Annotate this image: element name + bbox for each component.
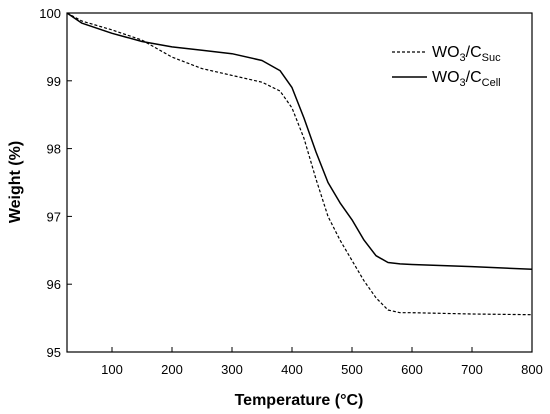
legend: WO3/CSuc WO3/CCell: [392, 44, 501, 89]
series-line-cell: [66, 12, 533, 271]
x-tick-label: 800: [521, 362, 543, 377]
y-tick-label: 100: [39, 6, 61, 21]
x-tick-label: 200: [161, 362, 183, 377]
ticks: 100 200 300 400 500 600 700 800 95 96 97 98 99 100: [39, 6, 543, 377]
x-tick-label: 700: [461, 362, 483, 377]
x-tick-label: 300: [221, 362, 243, 377]
legend-label-cell: WO3/CCell: [432, 69, 501, 89]
x-tick-label: 100: [101, 362, 123, 377]
x-tick-label: 600: [401, 362, 423, 377]
y-tick-label: 96: [47, 277, 61, 292]
series-line-suc: [66, 12, 533, 316]
legend-label-suc: WO3/CSuc: [432, 44, 501, 64]
x-axis-title: Temperature (°C): [235, 392, 364, 409]
x-tick-label: 500: [341, 362, 363, 377]
series-group: [66, 12, 533, 316]
y-tick-label: 99: [47, 74, 61, 89]
y-tick-label: 98: [47, 142, 61, 157]
plot-frame: [66, 12, 533, 353]
x-tick-label: 400: [281, 362, 303, 377]
y-tick-label: 95: [47, 345, 61, 360]
y-tick-label: 97: [47, 209, 61, 224]
y-axis-title: Weight (%): [7, 141, 24, 223]
